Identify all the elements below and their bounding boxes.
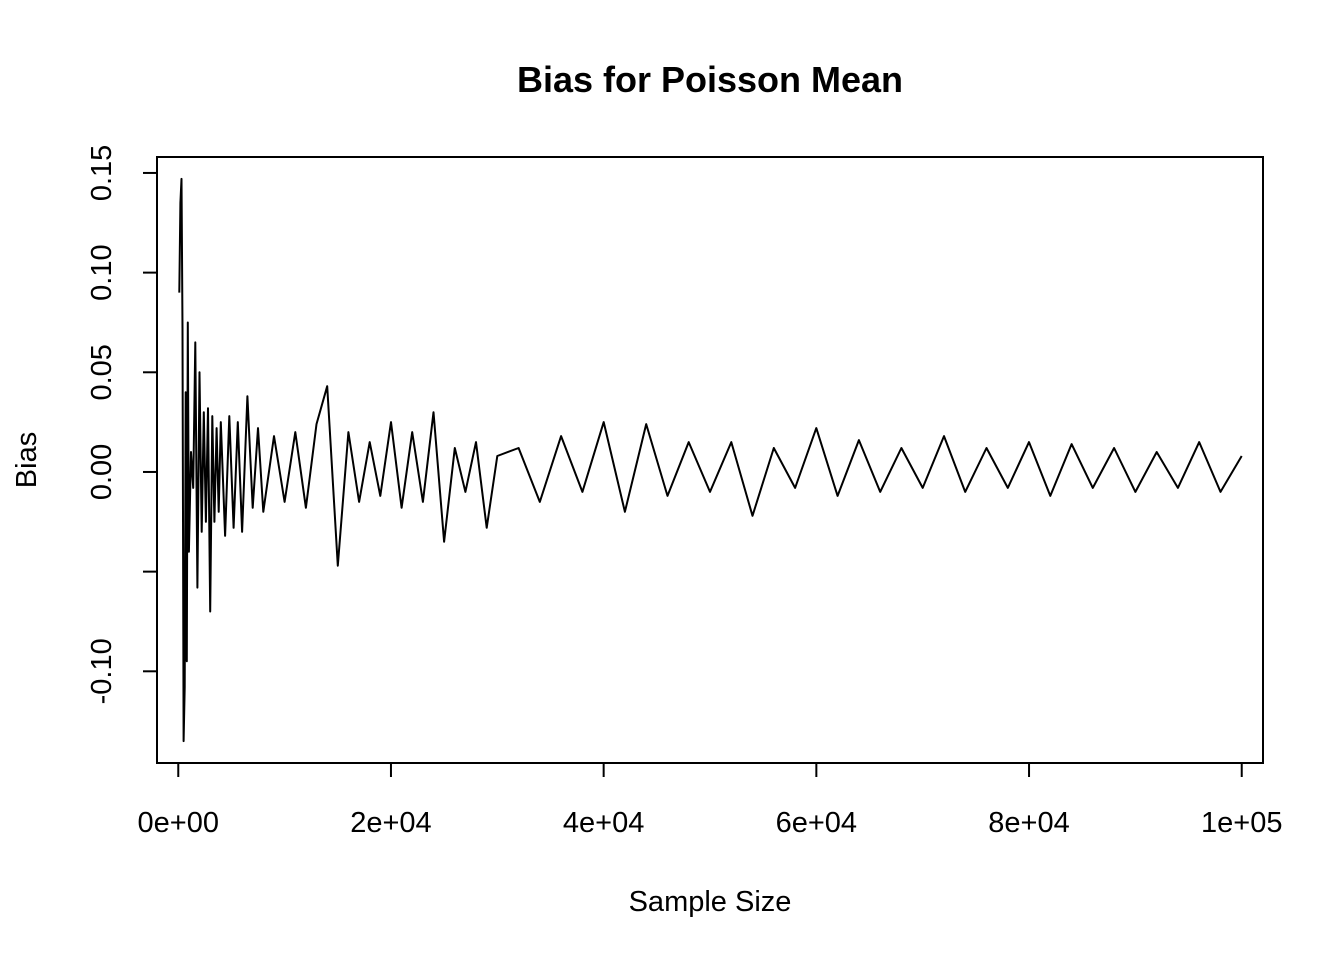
- x-tick-label: 0e+00: [138, 807, 219, 839]
- y-tick-label: 0.00: [86, 444, 118, 500]
- y-tick-label: 0.15: [86, 145, 118, 201]
- plot-frame: [156, 156, 1264, 764]
- x-axis-label: Sample Size: [629, 886, 792, 918]
- series-layer: [178, 177, 1243, 743]
- x-tick-label: 2e+04: [350, 807, 431, 839]
- x-tick-label: 6e+04: [776, 807, 857, 839]
- y-axis-label: Bias: [11, 432, 43, 488]
- x-tick-label: 4e+04: [563, 807, 644, 839]
- y-tick-label: 0.05: [86, 344, 118, 400]
- x-tick-label: 8e+04: [988, 807, 1069, 839]
- y-tick-label: -0.10: [86, 638, 118, 704]
- chart-title: Bias for Poisson Mean: [517, 59, 903, 100]
- y-axis: -0.10 0.00 0.05 0.10 0.15: [86, 145, 158, 704]
- x-axis: 0e+00 2e+04 4e+04 6e+04 8e+04 1e+05: [138, 762, 1282, 839]
- bias-series-line: [178, 177, 1243, 743]
- y-tick-label: 0.10: [86, 244, 118, 300]
- x-tick-label: 1e+05: [1201, 807, 1282, 839]
